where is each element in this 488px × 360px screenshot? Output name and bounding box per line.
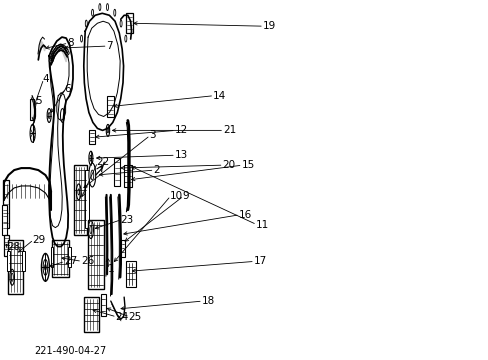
Circle shape	[76, 184, 81, 200]
Text: 8: 8	[67, 38, 74, 48]
Circle shape	[106, 125, 109, 136]
Text: 5: 5	[36, 96, 42, 105]
Circle shape	[48, 113, 50, 118]
Text: 221-490-04-27: 221-490-04-27	[35, 346, 106, 356]
Circle shape	[61, 109, 64, 122]
Circle shape	[91, 170, 94, 180]
Text: 17: 17	[253, 256, 266, 266]
Circle shape	[99, 4, 101, 10]
FancyBboxPatch shape	[30, 99, 34, 121]
Text: 29: 29	[33, 234, 46, 244]
Circle shape	[90, 226, 92, 234]
Circle shape	[89, 163, 96, 187]
Text: 16: 16	[238, 210, 251, 220]
Text: 13: 13	[174, 150, 187, 160]
Polygon shape	[38, 40, 45, 60]
Circle shape	[78, 189, 80, 195]
Text: 22: 22	[97, 157, 110, 167]
Circle shape	[85, 20, 87, 27]
Circle shape	[81, 35, 82, 42]
Text: 27: 27	[64, 256, 77, 266]
Circle shape	[106, 4, 108, 10]
Text: 25: 25	[128, 312, 142, 322]
Circle shape	[88, 221, 93, 239]
Circle shape	[120, 20, 122, 27]
FancyBboxPatch shape	[7, 251, 10, 271]
FancyBboxPatch shape	[2, 205, 7, 235]
Circle shape	[91, 9, 93, 16]
Polygon shape	[50, 46, 67, 65]
Text: 4: 4	[42, 74, 49, 84]
Text: 28: 28	[8, 243, 21, 252]
Circle shape	[47, 109, 51, 122]
FancyBboxPatch shape	[22, 251, 25, 271]
FancyBboxPatch shape	[3, 235, 9, 256]
Text: 7: 7	[106, 41, 113, 51]
Text: 9: 9	[183, 191, 189, 201]
FancyBboxPatch shape	[123, 165, 131, 187]
Circle shape	[44, 264, 46, 270]
FancyBboxPatch shape	[126, 13, 132, 33]
Circle shape	[107, 128, 108, 133]
FancyBboxPatch shape	[83, 297, 99, 332]
FancyBboxPatch shape	[50, 247, 53, 267]
FancyBboxPatch shape	[106, 96, 113, 117]
Text: 20: 20	[222, 160, 235, 170]
Text: 3: 3	[149, 130, 156, 140]
Text: 10: 10	[169, 191, 183, 201]
Text: 11: 11	[255, 220, 268, 230]
FancyBboxPatch shape	[101, 294, 106, 316]
FancyBboxPatch shape	[126, 261, 135, 287]
Text: 1: 1	[107, 264, 114, 274]
Text: 19: 19	[262, 21, 276, 31]
FancyBboxPatch shape	[89, 130, 94, 144]
FancyBboxPatch shape	[8, 239, 22, 294]
FancyBboxPatch shape	[74, 165, 86, 235]
FancyBboxPatch shape	[85, 170, 88, 228]
Text: 23: 23	[120, 215, 133, 225]
Text: 21: 21	[223, 125, 236, 135]
Text: 2: 2	[153, 165, 160, 175]
Circle shape	[89, 151, 93, 165]
Text: 26: 26	[81, 256, 94, 266]
Text: 12: 12	[174, 125, 187, 135]
Circle shape	[11, 273, 13, 281]
FancyBboxPatch shape	[114, 158, 120, 186]
Text: 14: 14	[213, 91, 226, 101]
Circle shape	[10, 269, 15, 285]
FancyBboxPatch shape	[52, 239, 69, 277]
Circle shape	[124, 35, 126, 42]
FancyBboxPatch shape	[121, 239, 125, 257]
FancyBboxPatch shape	[3, 180, 9, 228]
Circle shape	[30, 125, 35, 142]
Text: 18: 18	[201, 296, 215, 306]
Text: 6: 6	[64, 84, 71, 94]
FancyBboxPatch shape	[88, 220, 103, 289]
Circle shape	[114, 9, 116, 16]
Circle shape	[41, 253, 49, 281]
Circle shape	[43, 260, 48, 275]
FancyBboxPatch shape	[68, 247, 71, 267]
Text: 15: 15	[241, 160, 254, 170]
Text: 24: 24	[115, 312, 129, 322]
Circle shape	[90, 155, 92, 161]
